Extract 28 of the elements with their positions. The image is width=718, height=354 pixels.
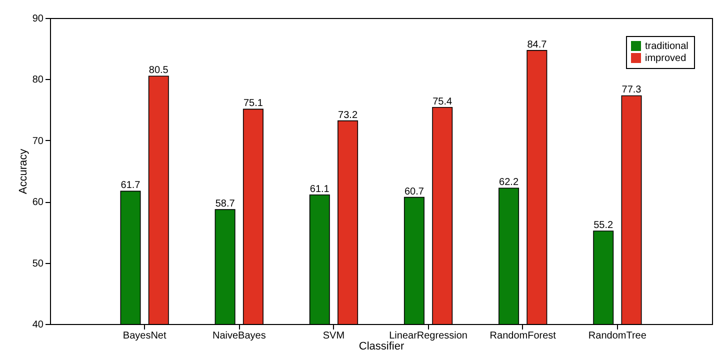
x-axis-title: Classifier xyxy=(358,340,404,352)
y-tick-label: 60 xyxy=(32,197,44,208)
y-tick-label: 50 xyxy=(32,258,44,270)
data-label: 77.3 xyxy=(622,84,642,96)
x-tick-label: RandomForest xyxy=(490,330,556,342)
y-tick-label: 70 xyxy=(32,136,44,147)
legend-label: traditional xyxy=(645,41,688,52)
x-tick-label: BayesNet xyxy=(122,330,166,342)
x-tick-label: LinearRegression xyxy=(389,330,468,342)
x-tick-label: NaiveBayes xyxy=(212,330,266,342)
data-label: 75.1 xyxy=(243,98,264,110)
data-label: 58.7 xyxy=(215,198,236,210)
data-label: 62.2 xyxy=(499,177,519,188)
data-label: 55.2 xyxy=(594,220,614,231)
y-axis-title: Accuracy xyxy=(17,148,30,194)
y-tick-label: 40 xyxy=(32,320,44,330)
x-tick-label: SVM xyxy=(322,330,345,342)
data-label: 60.7 xyxy=(404,186,424,198)
data-label: 61.7 xyxy=(120,180,141,192)
data-label: 84.7 xyxy=(527,39,548,50)
data-label: 80.5 xyxy=(148,65,169,76)
data-label: 73.2 xyxy=(338,110,358,121)
y-tick-label: 90 xyxy=(32,14,44,24)
y-tick-label: 80 xyxy=(32,74,44,86)
x-tick-label: RandomTree xyxy=(588,330,647,342)
data-label: 75.4 xyxy=(432,96,453,108)
data-label: 61.1 xyxy=(310,184,330,195)
legend-label: improved xyxy=(645,53,686,64)
